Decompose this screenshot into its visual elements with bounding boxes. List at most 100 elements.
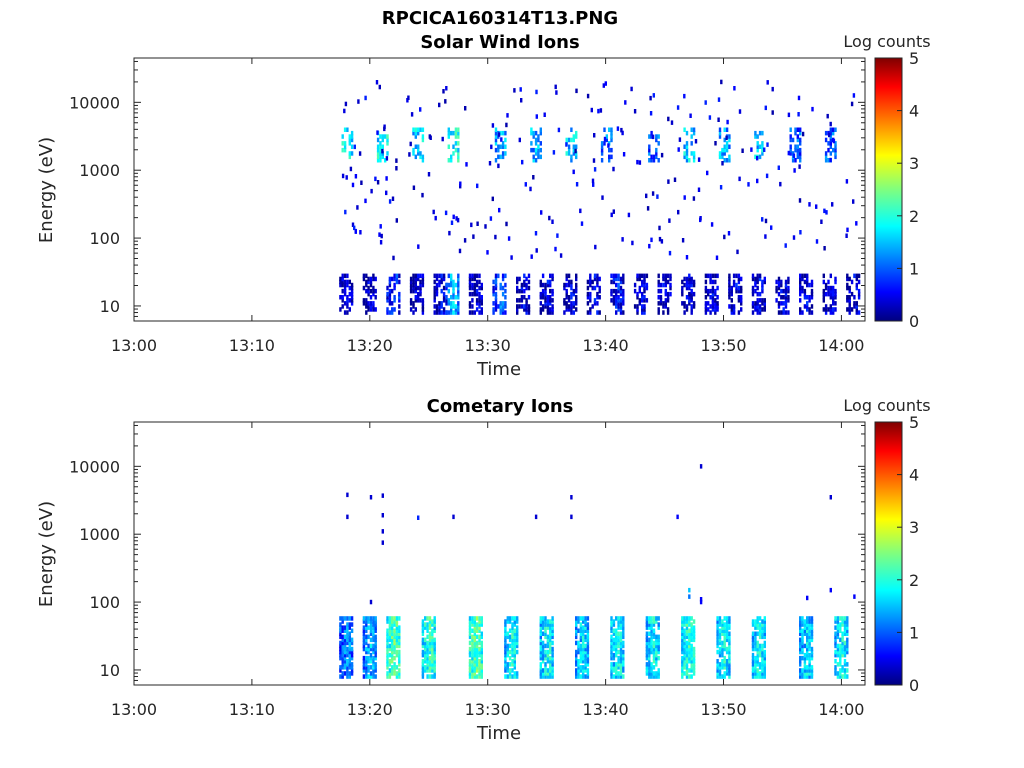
low-energy-cell-756	[584, 616, 587, 621]
low-energy-cell-100	[362, 646, 366, 652]
low-energy-cell-916	[829, 307, 832, 312]
sparse-cell-1362	[497, 132, 501, 137]
low-energy-cell-37	[350, 291, 354, 297]
sparse-cell-1533	[808, 202, 811, 207]
low-energy-cell-249	[457, 291, 460, 297]
low-energy-cell-279	[473, 273, 476, 279]
low-energy-cell-845	[619, 652, 623, 658]
low-energy-cell-147	[417, 291, 420, 297]
high-energy-cell-1161	[650, 154, 653, 160]
sparse-cell-1352	[648, 243, 651, 249]
low-energy-cell-1402	[839, 643, 842, 649]
low-energy-cell-908	[648, 616, 651, 621]
low-energy-cell-1143	[725, 634, 729, 640]
sparse-cell-1506	[592, 158, 596, 163]
low-energy-cell-118	[365, 646, 368, 652]
sparse-cell-1442	[459, 181, 462, 186]
low-energy-cell-1399	[839, 652, 842, 658]
low-energy-cell-480	[586, 285, 590, 291]
low-energy-cell-232	[452, 301, 455, 306]
low-energy-cell-24	[341, 643, 344, 649]
low-energy-cell-208	[388, 668, 392, 673]
sparse-cell-1531	[602, 83, 605, 88]
low-energy-cell-459	[478, 662, 481, 667]
sparse-cell-1475	[498, 207, 501, 213]
low-energy-cell-287	[421, 674, 425, 679]
low-energy-cell-1316	[806, 655, 809, 661]
low-energy-cell-1088	[716, 616, 719, 621]
low-energy-cell-1331	[808, 671, 811, 676]
point-cell-1465	[676, 514, 679, 520]
low-energy-cell-24	[346, 298, 349, 303]
low-energy-cell-227	[391, 652, 394, 658]
y-tick-label-0: 10	[100, 297, 120, 316]
low-energy-cell-1440	[846, 662, 849, 667]
low-energy-cell-128	[412, 304, 415, 309]
high-energy-cell-1185	[688, 158, 691, 163]
low-energy-cell-241	[393, 668, 396, 673]
low-energy-cell-4	[339, 652, 342, 658]
low-energy-cell-1148	[725, 619, 729, 624]
low-energy-cell-673	[551, 625, 554, 630]
low-energy-cell-447	[475, 646, 479, 652]
low-energy-cell-1407	[839, 616, 842, 621]
low-energy-cell-1260	[763, 631, 766, 636]
low-energy-cell-716	[579, 634, 583, 640]
sparse-cell-1310	[638, 160, 642, 165]
high-energy-cell-1176	[683, 144, 686, 149]
low-energy-cell-270	[395, 616, 399, 621]
low-energy-cell-1265	[763, 616, 766, 621]
low-energy-cell-978	[681, 643, 684, 649]
low-energy-cell-966	[855, 282, 858, 288]
low-energy-cell-773	[751, 301, 755, 306]
high-energy-cell-1143	[605, 134, 608, 139]
low-energy-cell-991	[683, 659, 686, 664]
low-energy-cell-412	[546, 295, 550, 300]
low-energy-cell-499	[504, 640, 507, 646]
low-energy-cell-532	[511, 668, 514, 673]
low-energy-cell-198	[386, 643, 389, 649]
high-energy-cell-1064	[494, 158, 498, 163]
low-energy-cell-920	[829, 288, 832, 294]
high-energy-cell-1118	[567, 147, 571, 153]
low-energy-cell-629	[664, 276, 667, 282]
low-energy-cell-645	[549, 662, 552, 667]
sparse-cell-1326	[344, 101, 348, 107]
low-energy-cell-809	[615, 668, 618, 673]
low-energy-cell-319	[426, 662, 429, 667]
low-energy-cell-304	[424, 665, 427, 670]
low-energy-cell-344	[504, 273, 507, 279]
high-energy-cell-1202	[721, 147, 724, 153]
low-energy-cell-191	[386, 665, 389, 670]
low-energy-cell-885	[808, 310, 811, 315]
low-energy-cell-609	[541, 619, 545, 624]
low-energy-cell-754	[735, 282, 738, 288]
low-energy-cell-1163	[728, 634, 731, 640]
low-energy-cell-850	[787, 298, 790, 303]
high-energy-cell-1290	[834, 144, 837, 149]
high-energy-cell-992	[350, 130, 354, 136]
sparse-cell-1388	[353, 225, 356, 231]
low-energy-cell-1086	[716, 622, 719, 627]
low-energy-cell-1147	[725, 622, 729, 627]
low-energy-cell-671	[551, 631, 554, 636]
low-energy-cell-243	[454, 282, 458, 288]
low-energy-cell-28	[346, 273, 349, 279]
point-cell-1473	[829, 587, 832, 593]
high-energy-cell-1196	[718, 151, 722, 156]
low-energy-cell-836	[617, 619, 620, 624]
sparse-cell-1551	[777, 165, 780, 170]
low-energy-cell-126	[409, 276, 413, 282]
low-energy-cell-1307	[803, 631, 807, 636]
high-energy-cell-1167	[655, 151, 658, 156]
low-energy-cell-748	[732, 304, 736, 309]
low-energy-cell-1133	[723, 622, 726, 627]
low-energy-cell-909	[824, 282, 828, 288]
low-energy-cell-409	[546, 304, 550, 309]
high-energy-cell-1045	[450, 158, 453, 163]
low-energy-cell-150	[417, 273, 420, 279]
low-energy-cell-1214	[756, 622, 759, 627]
low-energy-cell-1428	[843, 649, 847, 655]
point-cell-1456	[381, 493, 384, 498]
low-energy-cell-1446	[846, 631, 849, 636]
